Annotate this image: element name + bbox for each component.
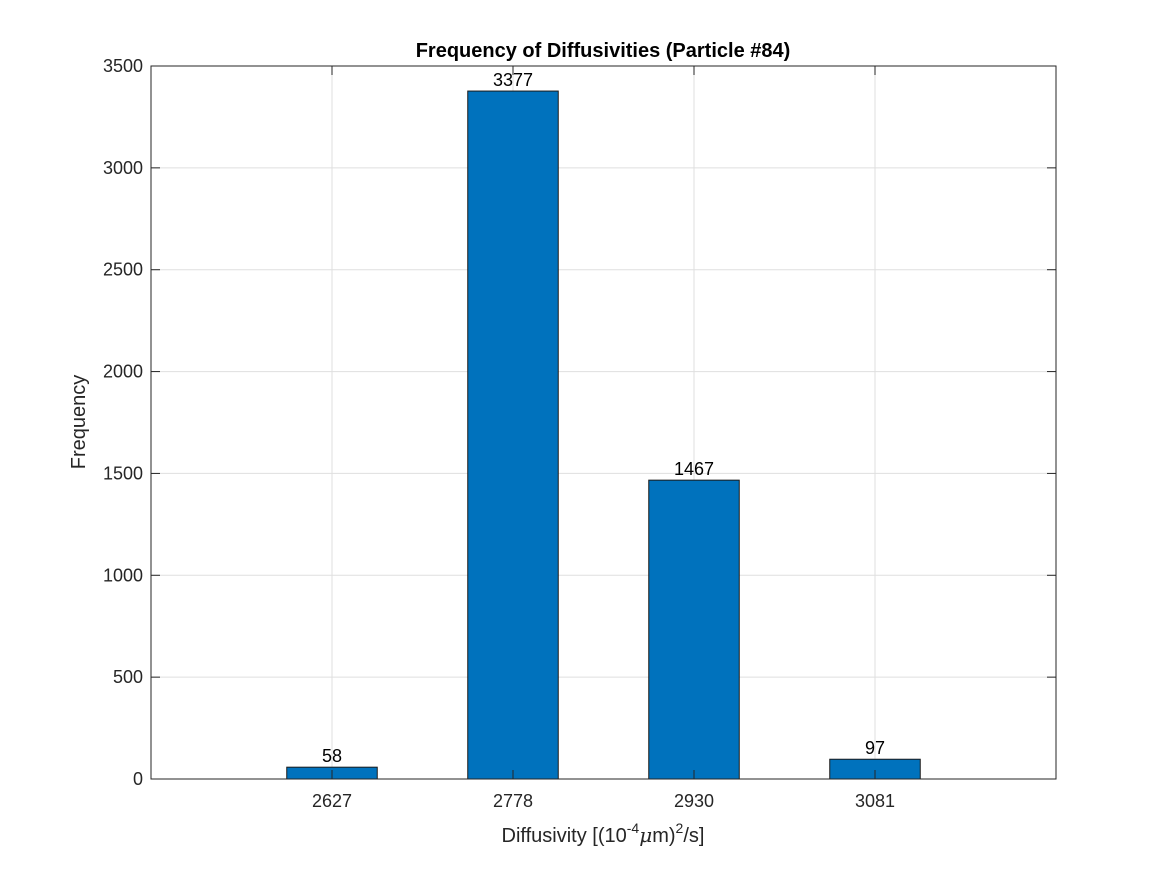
x-axis-label-middle: m)	[652, 825, 675, 847]
y-tick-label: 2500	[103, 260, 143, 280]
y-tick-label: 500	[113, 667, 143, 687]
x-axis-label-prefix: Diffusivity [(10	[502, 825, 627, 847]
y-tick-label: 3500	[103, 56, 143, 76]
data-labels: 58 3377 1467 97	[322, 70, 885, 766]
x-axis-label-exponent: -4	[627, 820, 640, 836]
x-tick-label: 2627	[312, 791, 352, 811]
x-tick-label: 3081	[855, 791, 895, 811]
bars	[286, 90, 921, 780]
y-tick-label: 1500	[103, 463, 143, 483]
ticks: 0 500 1000 1500 2000 2500 3000 3500 2627 2778 2930…	[103, 56, 1056, 811]
x-axis-label-power: 2	[676, 820, 684, 836]
plot-frame	[150, 65, 1057, 780]
y-tick-label: 1000	[103, 565, 143, 585]
bar-value-label: 1467	[674, 459, 714, 479]
x-tick-label: 2930	[674, 791, 714, 811]
bar-value-label: 58	[322, 746, 342, 766]
y-tick-label: 3000	[103, 158, 143, 178]
x-axis-label: Diffusivity [(10-4μm)2/s]	[502, 820, 705, 847]
bar-value-label: 3377	[493, 70, 533, 90]
grid-lines	[151, 65, 1056, 780]
x-axis-label-suffix: /s]	[683, 825, 704, 847]
bar-value-label: 97	[865, 738, 885, 758]
y-tick-label: 2000	[103, 362, 143, 382]
bar	[648, 479, 740, 780]
y-axis-label: Frequency	[68, 375, 90, 470]
x-axis-label-mu: μ	[639, 823, 652, 847]
chart-title: Frequency of Diffusivities (Particle #84…	[416, 40, 791, 62]
y-tick-label: 0	[133, 769, 143, 789]
bar	[467, 90, 559, 780]
x-tick-label: 2778	[493, 791, 533, 811]
